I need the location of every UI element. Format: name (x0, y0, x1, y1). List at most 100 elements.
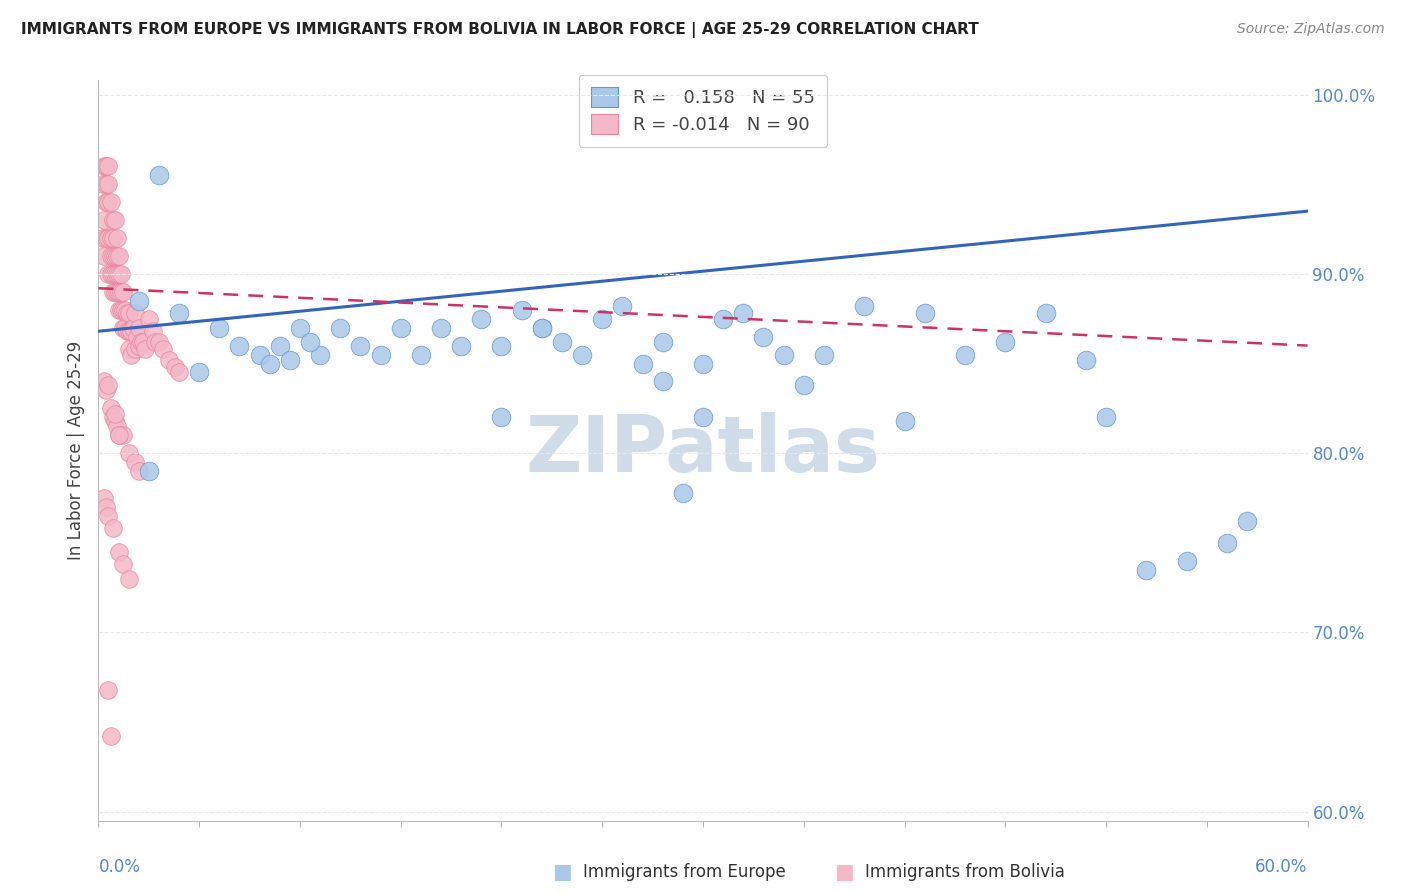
Point (110, 267, 132, 281)
Point (299, 334, 322, 349)
Point (107, 249, 129, 263)
Point (692, 410, 714, 425)
Point (100, 195, 122, 210)
Point (96, 159, 118, 173)
Point (142, 324, 165, 338)
Point (259, 357, 281, 371)
Point (1035, 306, 1057, 320)
Point (111, 285, 134, 299)
Point (591, 311, 613, 326)
Point (692, 357, 714, 371)
Point (430, 320, 453, 334)
Text: Source: ZipAtlas.com: Source: ZipAtlas.com (1237, 22, 1385, 37)
Point (118, 324, 141, 338)
Point (118, 446, 141, 460)
Point (93, 375, 115, 389)
Point (96, 231, 118, 245)
Point (1074, 353, 1097, 368)
Point (772, 347, 794, 361)
Point (101, 213, 124, 227)
Point (100, 231, 122, 245)
Point (115, 324, 138, 338)
Point (711, 311, 734, 326)
Point (329, 320, 352, 334)
Point (105, 267, 128, 281)
Point (93, 159, 115, 173)
Point (138, 311, 160, 326)
Point (91, 178, 114, 192)
Point (97, 682, 120, 697)
Point (1095, 410, 1118, 425)
Point (349, 338, 371, 352)
Point (100, 730, 122, 744)
Point (118, 306, 141, 320)
Point (100, 267, 122, 281)
Point (269, 338, 291, 352)
Point (120, 324, 142, 338)
Text: ZIPatlas: ZIPatlas (526, 412, 880, 489)
Point (101, 521, 124, 535)
Point (571, 347, 593, 361)
Point (118, 342, 141, 356)
Point (103, 414, 125, 428)
Point (101, 231, 124, 245)
Point (101, 410, 124, 425)
Point (107, 428, 129, 442)
Point (110, 302, 132, 317)
Text: 60.0%: 60.0% (1256, 858, 1308, 877)
Point (103, 267, 125, 281)
Point (129, 334, 152, 349)
Point (148, 169, 170, 183)
Text: IMMIGRANTS FROM EUROPE VS IMMIGRANTS FROM BOLIVIA IN LABOR FORCE | AGE 25-29 COR: IMMIGRANTS FROM EUROPE VS IMMIGRANTS FRO… (21, 22, 979, 38)
Point (370, 347, 392, 361)
Point (163, 360, 186, 375)
Point (111, 302, 134, 317)
Point (97, 178, 120, 192)
Point (893, 414, 915, 428)
Point (121, 320, 143, 334)
Point (96, 384, 118, 398)
Point (309, 347, 332, 361)
Point (752, 329, 775, 343)
Point (409, 347, 432, 361)
Point (91, 231, 114, 245)
Point (491, 338, 513, 352)
Point (103, 407, 125, 421)
Text: ■: ■ (834, 863, 853, 882)
Point (450, 338, 472, 352)
Point (101, 285, 124, 299)
Point (107, 302, 129, 317)
Point (105, 249, 128, 263)
Point (111, 320, 134, 334)
Point (994, 334, 1017, 349)
Point (389, 320, 412, 334)
Point (208, 320, 231, 334)
Point (167, 366, 190, 380)
Point (188, 366, 211, 380)
Point (100, 401, 122, 416)
Point (491, 410, 513, 425)
Point (148, 334, 170, 349)
Point (278, 353, 301, 368)
Point (530, 320, 553, 334)
Point (672, 485, 695, 500)
Point (125, 329, 148, 343)
Point (470, 311, 492, 326)
Point (128, 320, 150, 334)
Point (128, 338, 150, 352)
Point (105, 419, 128, 434)
Point (96, 500, 118, 514)
Point (152, 342, 174, 356)
Point (651, 375, 673, 389)
Point (143, 334, 166, 349)
Point (530, 320, 553, 334)
Point (107, 267, 129, 281)
Legend: R =   0.158   N = 55, R = -0.014   N = 90: R = 0.158 N = 55, R = -0.014 N = 90 (579, 75, 827, 147)
Point (97, 231, 120, 245)
Point (510, 302, 533, 317)
Point (97, 267, 120, 281)
Point (115, 306, 138, 320)
Point (93, 491, 115, 505)
Point (118, 572, 141, 586)
Point (107, 545, 129, 559)
